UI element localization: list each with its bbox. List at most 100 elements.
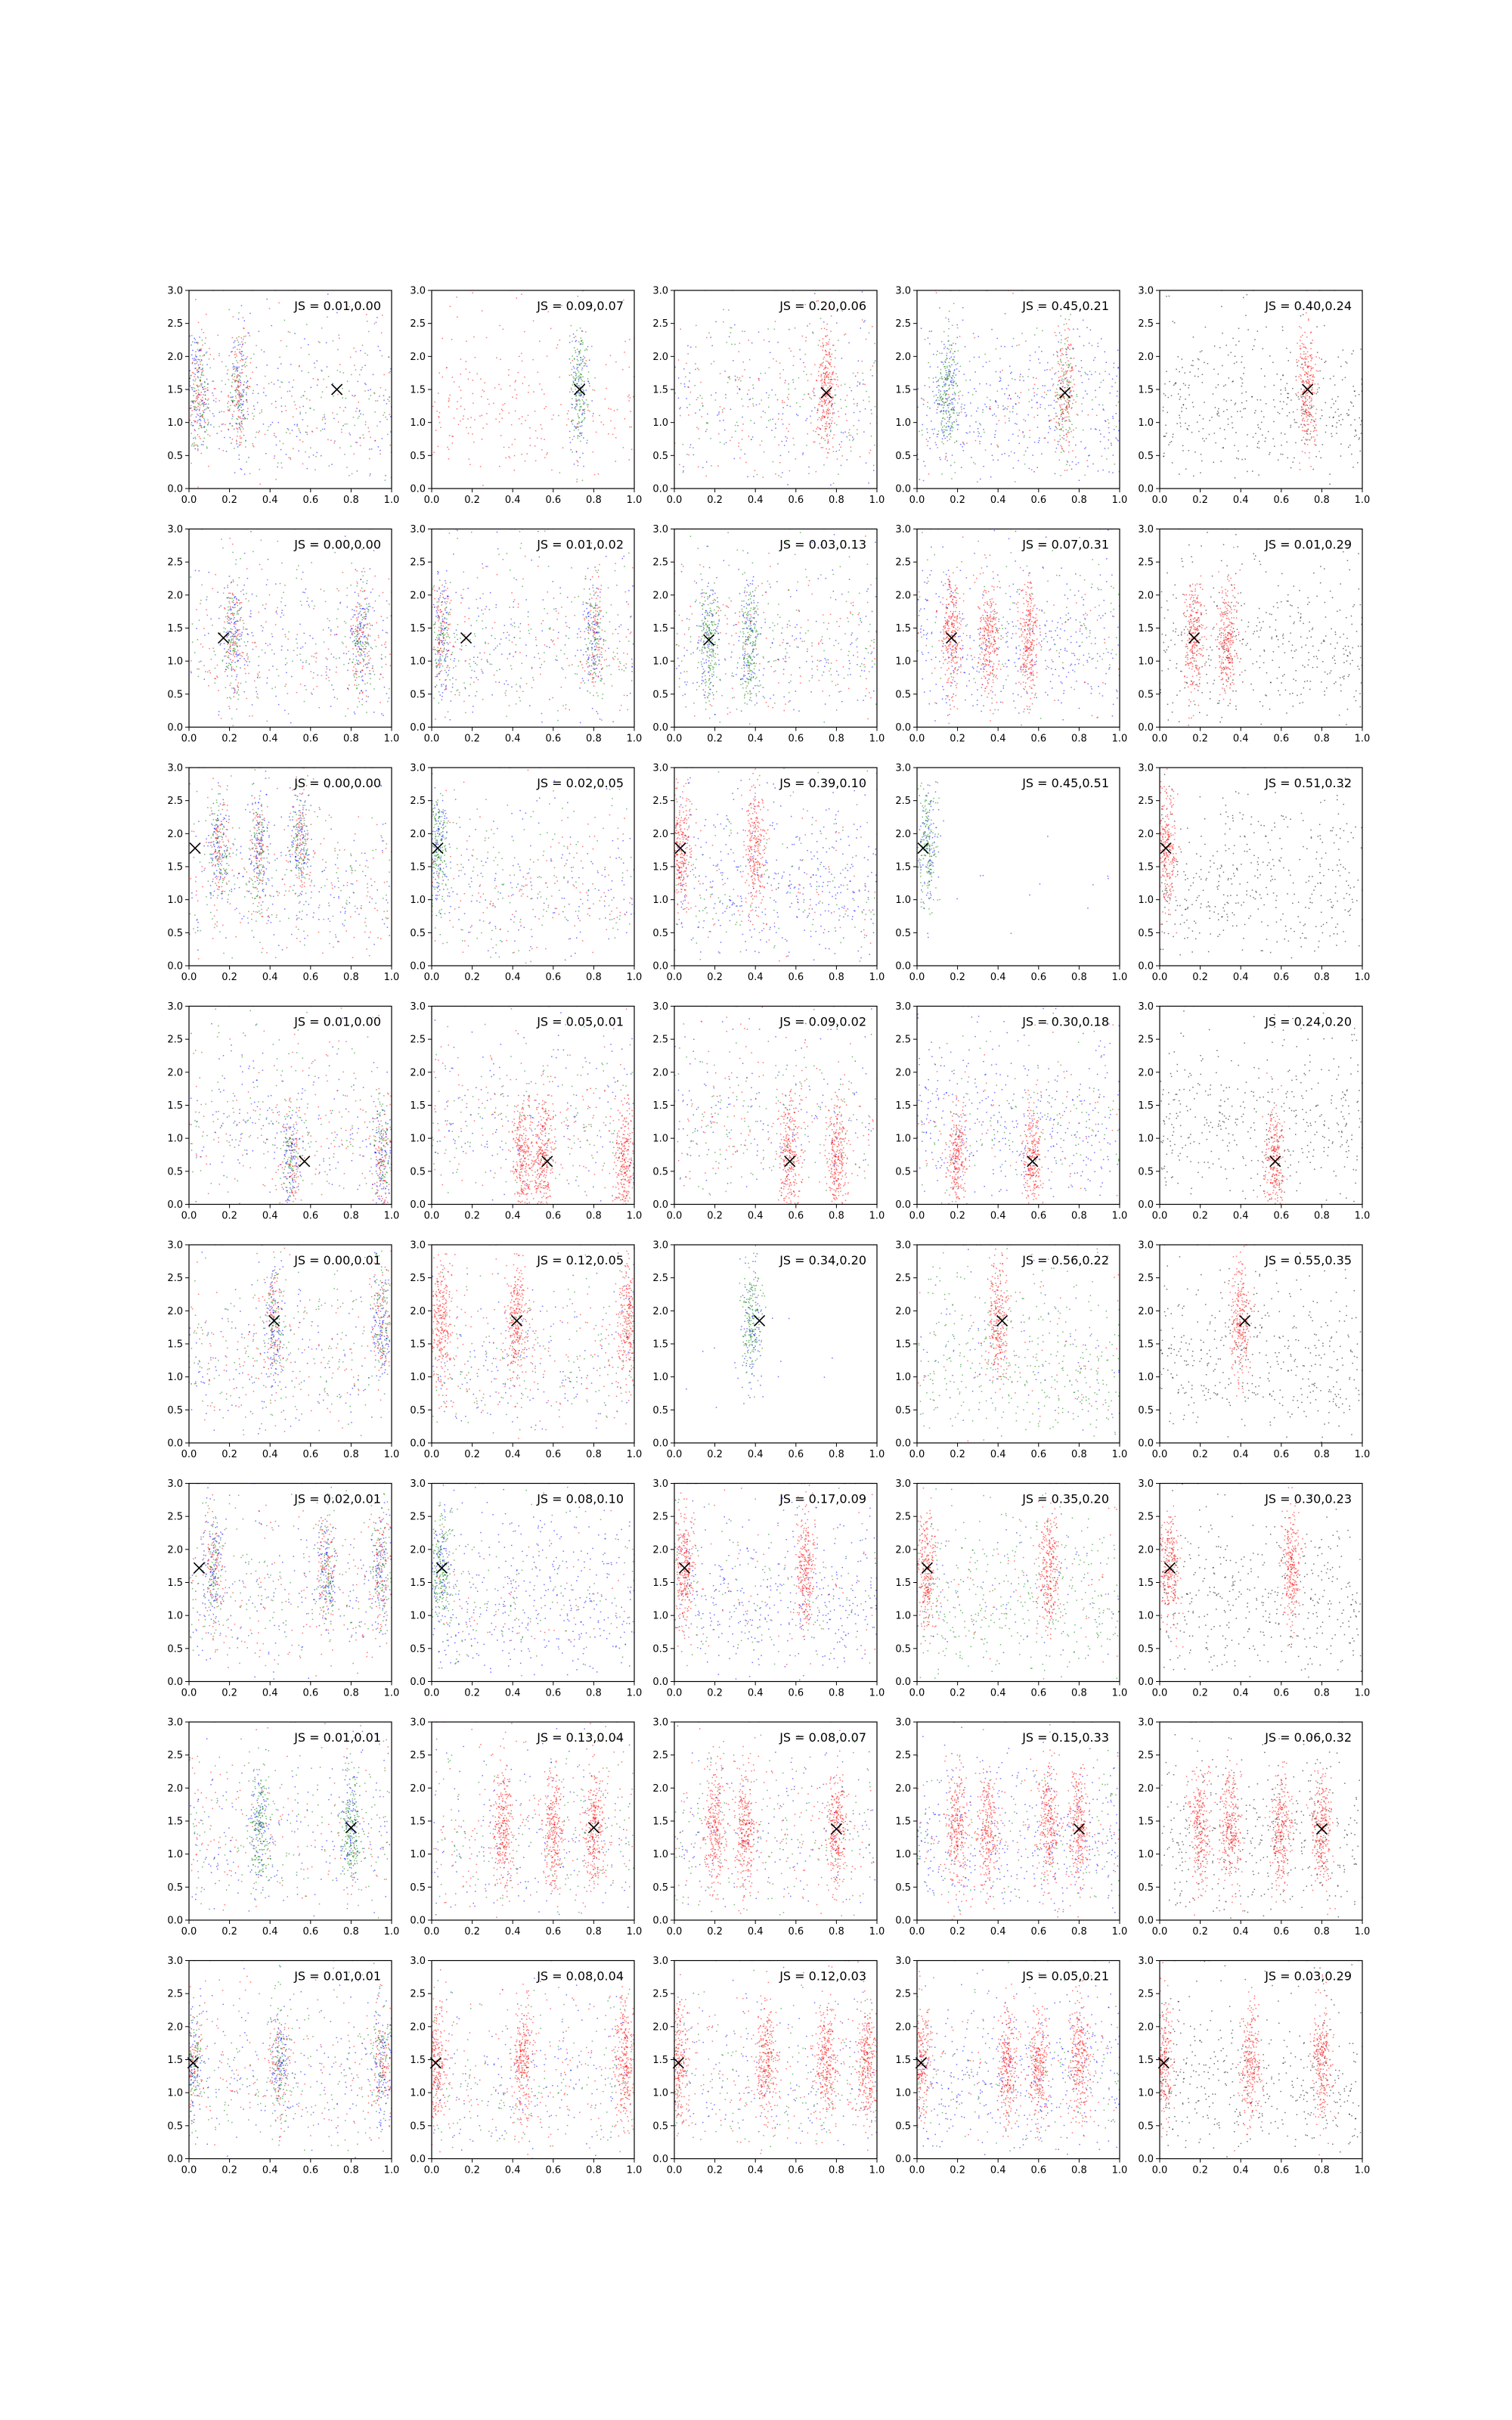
scatter-point [1309,457,1310,459]
scatter-point [234,597,235,599]
scatter-point [1049,389,1051,391]
scatter-point [1227,418,1229,420]
scatter-point [330,706,332,707]
scatter-point [823,372,825,374]
scatter-point [1007,398,1009,399]
scatter-point [1064,374,1065,376]
axes-frame [674,290,878,489]
scatter-point [511,443,513,445]
scatter-point [1313,392,1315,394]
scatter-point [232,650,234,652]
scatter-point [1046,369,1048,371]
scatter-point [1298,399,1300,400]
scatter-point [1067,397,1069,399]
scatter-point [310,692,312,693]
scatter-point [1018,397,1021,399]
scatter-point [846,395,848,396]
scatter-point [227,409,229,411]
scatter-point [243,658,245,659]
scatter-point [233,613,235,615]
scatter-point [253,389,254,392]
scatter-point [1069,389,1070,391]
scatter-point [197,420,199,422]
scatter-point [776,399,779,401]
scatter-point [233,687,234,689]
scatter-point [269,644,271,645]
scatter-point [376,400,379,402]
scatter-point [1061,408,1063,410]
scatter-point [1064,318,1067,320]
scatter-point [385,389,386,391]
scatter-point [194,438,197,439]
scatter-point [197,486,199,488]
scatter-point [1014,379,1016,380]
scatter-point [946,355,947,356]
scatter-point [1188,384,1190,386]
scatter-point [1047,442,1049,443]
scatter-point [337,393,339,396]
scatter-point [262,604,264,606]
scatter-point [579,365,581,366]
scatter-point [253,405,255,407]
scatter-point [773,328,776,330]
scatter-point [935,400,937,402]
scatter-point [243,652,244,653]
scatter-point [1202,428,1204,430]
scatter-point [514,389,516,391]
x-tick-label: 0.8 [343,495,359,506]
scatter-point [823,321,825,323]
scatter-point [999,380,1002,382]
scatter-point [826,389,828,391]
scatter-point [350,445,352,447]
scatter-point [1332,417,1334,418]
scatter-panel-r1c0: 0.0 0.2 0.4 0.6 0.8 1.00.00.51.01.52.02.53.0J… [167,524,399,745]
scatter-point [810,415,811,417]
scatter-point [383,686,386,688]
scatter-point [674,392,676,394]
scatter-point [352,641,354,643]
scatter-point [200,425,203,427]
scatter-point [465,368,467,370]
scatter-point [238,396,240,398]
scatter-point [237,698,239,700]
scatter-point [1055,421,1057,424]
scatter-point [953,372,955,374]
scatter-point [1296,361,1298,363]
scatter-point [982,365,984,368]
scatter-point [239,408,240,411]
scatter-point [1306,373,1308,375]
scatter-point [1008,439,1010,441]
scatter-point [1314,439,1316,440]
scatter-point [1351,353,1352,355]
scatter-point [1172,321,1174,322]
scatter-point [1055,427,1058,428]
scatter-point [344,535,346,537]
scatter-point [1300,348,1302,349]
scatter-point [321,428,324,430]
scatter-point [1169,442,1171,443]
scatter-point [863,431,865,433]
scatter-point [1049,428,1051,430]
scatter-point [1265,437,1266,439]
scatter-point [1071,368,1073,369]
scatter-point [1070,468,1073,470]
scatter-point [778,413,779,414]
scatter-point [234,368,236,370]
scatter-point [1311,354,1312,356]
scatter-point [1308,379,1309,381]
scatter-point [235,353,237,355]
scatter-point [228,622,229,624]
scatter-point [516,397,517,399]
scatter-point [764,411,766,414]
scatter-point [364,664,366,666]
scatter-point [292,660,293,662]
scatter-point [225,662,228,664]
scatter-point [227,402,228,405]
scatter-point [1304,346,1306,348]
scatter-point [287,713,290,715]
scatter-point [1055,451,1056,453]
scatter-point [279,582,281,585]
scatter-point [240,384,242,386]
scatter-point [227,656,228,658]
scatter-point [1004,393,1005,395]
